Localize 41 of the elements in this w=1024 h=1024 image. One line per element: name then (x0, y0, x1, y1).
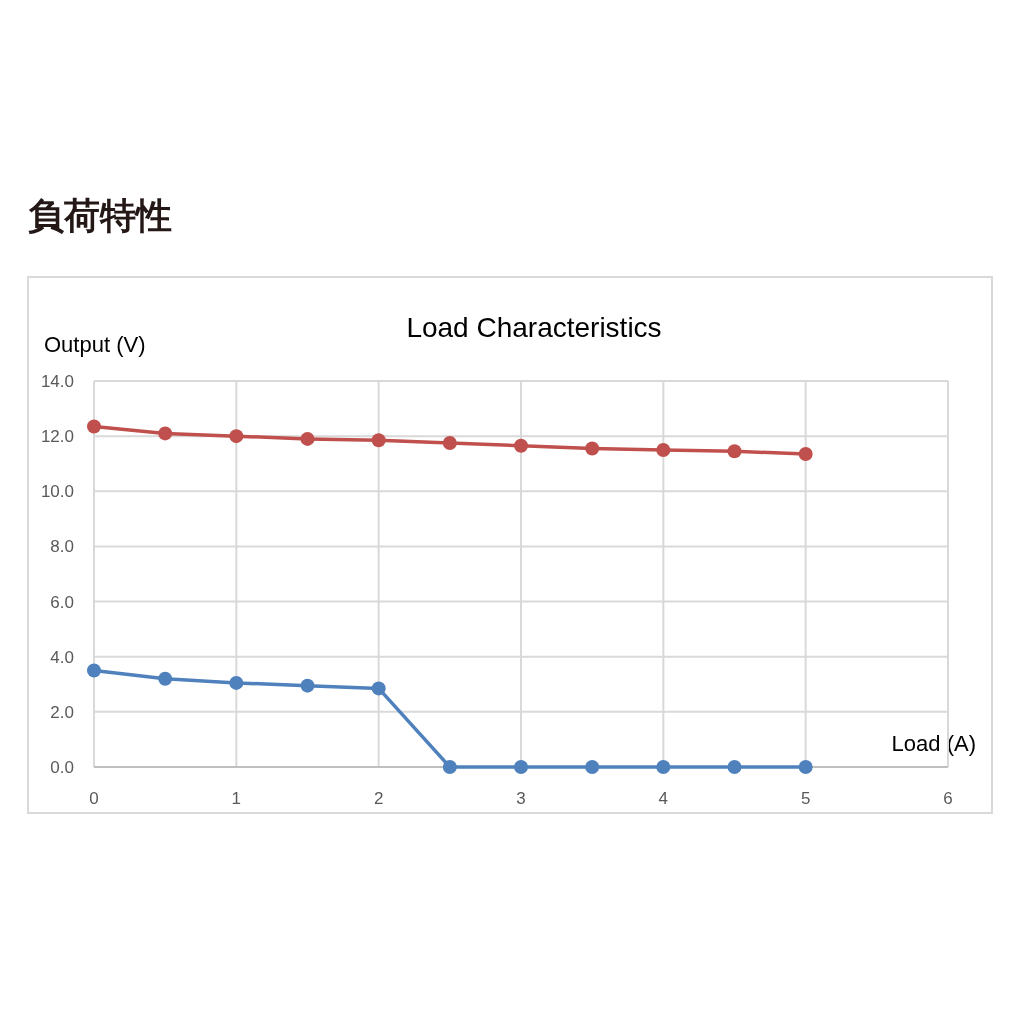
y-tick-label: 14.0 (40, 372, 74, 391)
point (798, 760, 813, 774)
point (727, 760, 742, 774)
point (300, 431, 315, 446)
y-tick-label: 4.0 (50, 647, 74, 667)
point (158, 671, 173, 686)
point (229, 429, 244, 444)
chart-subtitle: Load Characteristics (406, 312, 662, 343)
point (585, 760, 600, 774)
x-tick-label: 4 (658, 789, 669, 808)
point (514, 760, 528, 774)
y-tick-label: 0.0 (50, 758, 74, 777)
y-tick-label: 8.0 (50, 537, 74, 557)
point (585, 441, 600, 456)
point (87, 663, 101, 678)
y-tick-label: 2.0 (50, 702, 74, 722)
point (87, 419, 101, 434)
x-tick-label: 5 (800, 789, 811, 808)
x-tick-label: 0 (89, 789, 99, 808)
x-axis-title: Load (A) (891, 731, 976, 756)
y-axis-title: Output (V) (44, 332, 146, 357)
title: 負荷特性 (28, 195, 172, 236)
x-tick-label: 6 (943, 789, 953, 808)
point (656, 442, 671, 457)
point (514, 438, 528, 453)
point (371, 433, 386, 448)
point (229, 675, 244, 690)
point (300, 678, 315, 693)
x-tick-label: 2 (373, 789, 384, 808)
x-tick-label: 1 (231, 789, 242, 808)
point (798, 447, 813, 462)
point (727, 444, 742, 459)
point (656, 760, 671, 774)
y-tick-label: 10.0 (40, 482, 74, 502)
point (442, 760, 457, 774)
x-tick-label: 3 (516, 789, 526, 808)
point (442, 436, 457, 451)
point (158, 426, 173, 441)
y-tick-label: 12.0 (40, 427, 74, 447)
point (371, 681, 386, 696)
y-tick-label: 6.0 (50, 592, 74, 612)
